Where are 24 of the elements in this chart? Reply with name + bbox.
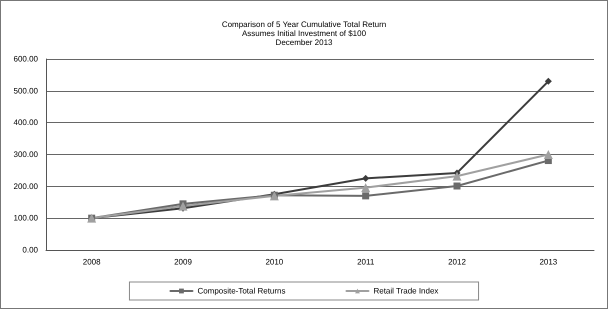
x-tick-label: 2011 bbox=[357, 258, 375, 266]
y-tick-label: 200.00 bbox=[14, 182, 39, 191]
point bbox=[454, 182, 460, 190]
x-tick-label: 2009 bbox=[174, 258, 192, 266]
y-tick-label: 500.00 bbox=[14, 86, 39, 96]
point bbox=[362, 192, 370, 200]
legend-label: Composite-Total Returns bbox=[197, 286, 286, 296]
x-tick-label: 2012 bbox=[448, 258, 466, 266]
y-tick-label: 600.00 bbox=[14, 54, 39, 64]
point bbox=[362, 174, 370, 182]
chart-title: Comparison of 5 Year Cumulative Total Return Assumes Initial Investment of $100 December 2013 bbox=[222, 20, 386, 47]
x-tick-label: 2008 bbox=[82, 258, 102, 266]
x-tick-label: 2010 bbox=[265, 258, 284, 266]
y-tick-label: 400.00 bbox=[14, 118, 39, 128]
legend-label: Retail Trade Index bbox=[373, 286, 438, 296]
point bbox=[178, 202, 188, 211]
point bbox=[544, 150, 553, 159]
point bbox=[452, 172, 462, 181]
y-tick-label: 0.00 bbox=[22, 246, 39, 254]
y-tick-label: 100.00 bbox=[14, 214, 39, 223]
y-tick-label: 300.00 bbox=[14, 150, 39, 159]
point bbox=[361, 183, 370, 192]
x-tick-label: 2013 bbox=[539, 258, 558, 266]
point bbox=[544, 78, 552, 85]
